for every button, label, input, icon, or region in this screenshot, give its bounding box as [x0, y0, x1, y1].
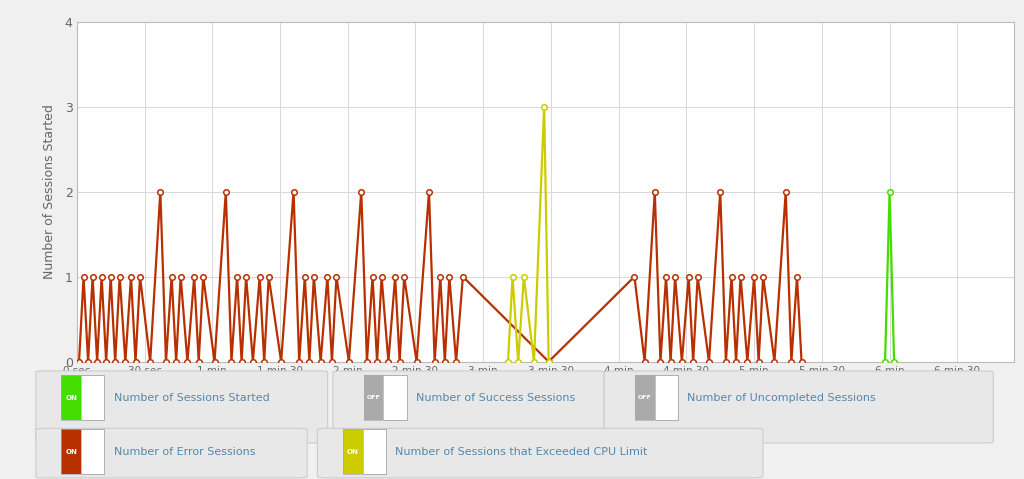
Bar — [61, 376, 81, 421]
Text: OFF: OFF — [638, 396, 651, 400]
Bar — [343, 430, 362, 475]
FancyBboxPatch shape — [36, 428, 307, 478]
Text: ON: ON — [66, 395, 77, 401]
Text: ON: ON — [347, 449, 358, 455]
Text: ON: ON — [66, 449, 77, 455]
Y-axis label: Number of Sessions Started: Number of Sessions Started — [43, 104, 56, 279]
Bar — [364, 376, 407, 421]
FancyBboxPatch shape — [333, 371, 604, 443]
Bar — [61, 430, 104, 475]
Bar — [364, 376, 383, 421]
Text: OFF: OFF — [367, 396, 380, 400]
Text: Number of Sessions Started: Number of Sessions Started — [114, 393, 269, 403]
FancyBboxPatch shape — [36, 371, 328, 443]
Text: Number of Success Sessions: Number of Success Sessions — [416, 393, 575, 403]
Bar — [81, 430, 104, 475]
Text: Number of Sessions that Exceeded CPU Limit: Number of Sessions that Exceeded CPU Lim… — [395, 447, 647, 457]
Bar — [654, 376, 678, 421]
FancyBboxPatch shape — [604, 371, 993, 443]
Bar — [362, 430, 386, 475]
Bar — [343, 430, 386, 475]
Bar — [61, 430, 81, 475]
Bar — [635, 376, 678, 421]
Bar — [81, 376, 104, 421]
Bar — [635, 376, 654, 421]
Bar — [383, 376, 407, 421]
FancyBboxPatch shape — [317, 428, 763, 478]
Text: Number of Uncompleted Sessions: Number of Uncompleted Sessions — [687, 393, 876, 403]
Text: Number of Error Sessions: Number of Error Sessions — [114, 447, 255, 457]
Bar — [61, 376, 104, 421]
